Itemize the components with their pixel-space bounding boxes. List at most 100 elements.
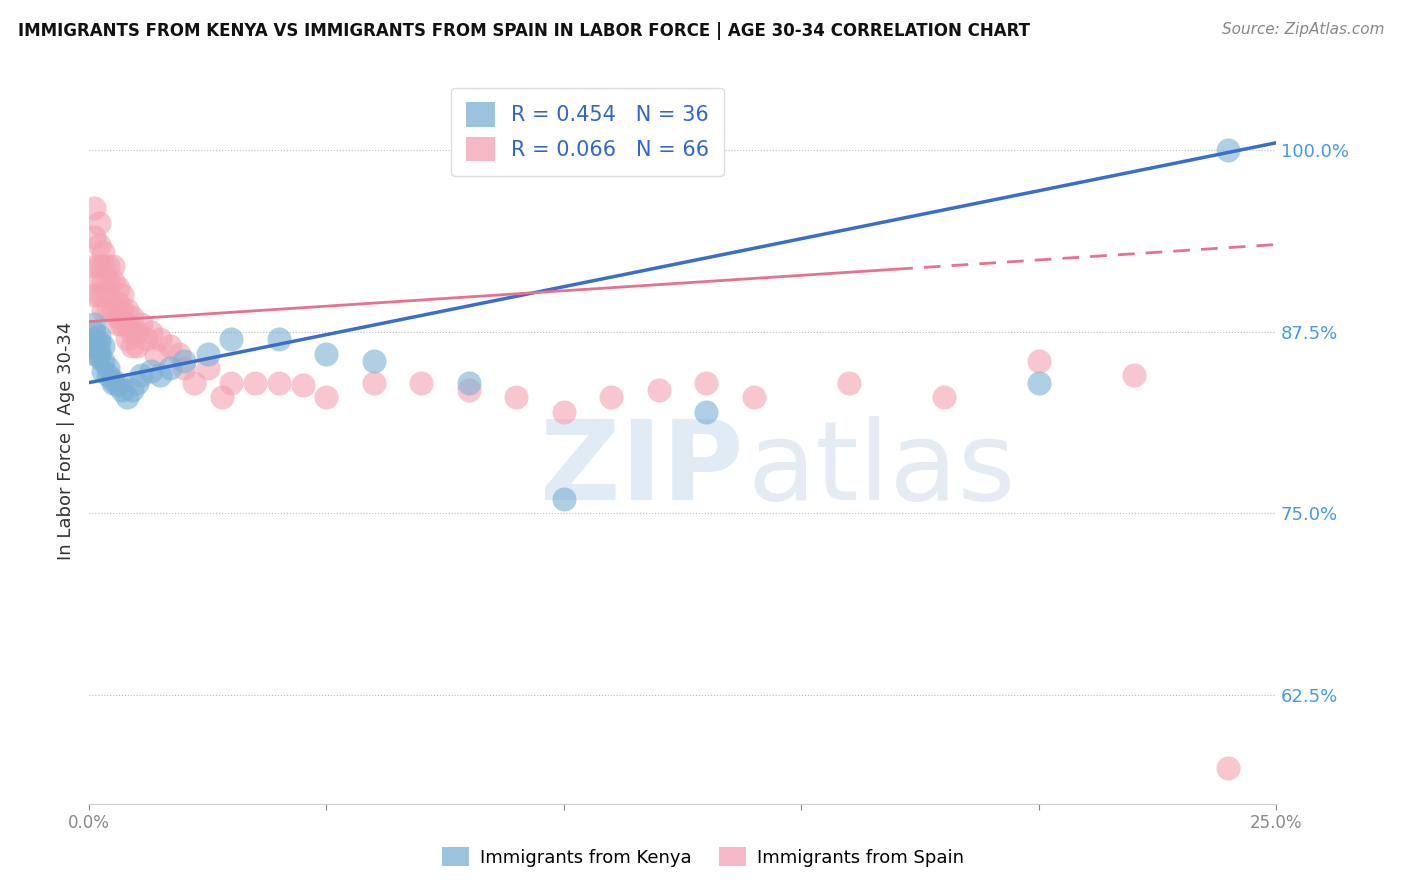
Point — [149, 368, 172, 383]
Point — [553, 491, 575, 506]
Point — [87, 288, 110, 302]
Point — [1028, 353, 1050, 368]
Point — [101, 260, 124, 274]
Point — [315, 390, 337, 404]
Point — [125, 325, 148, 339]
Point — [107, 378, 129, 392]
Point — [91, 339, 114, 353]
Point — [91, 274, 114, 288]
Point — [457, 383, 479, 397]
Point — [169, 346, 191, 360]
Text: atlas: atlas — [748, 417, 1017, 524]
Point — [83, 201, 105, 215]
Point — [83, 332, 105, 346]
Point — [107, 295, 129, 310]
Point — [695, 404, 717, 418]
Point — [83, 346, 105, 360]
Text: IMMIGRANTS FROM KENYA VS IMMIGRANTS FROM SPAIN IN LABOR FORCE | AGE 30-34 CORREL: IMMIGRANTS FROM KENYA VS IMMIGRANTS FROM… — [18, 22, 1031, 40]
Point — [115, 390, 138, 404]
Point — [363, 376, 385, 390]
Point — [91, 353, 114, 368]
Point — [291, 378, 314, 392]
Point — [121, 339, 143, 353]
Point — [135, 332, 157, 346]
Point — [600, 390, 623, 404]
Point — [111, 383, 134, 397]
Point — [149, 332, 172, 346]
Point — [1218, 761, 1240, 775]
Legend: R = 0.454   N = 36, R = 0.066   N = 66: R = 0.454 N = 36, R = 0.066 N = 66 — [451, 87, 724, 176]
Point — [129, 368, 152, 383]
Point — [838, 376, 860, 390]
Point — [363, 353, 385, 368]
Point — [107, 310, 129, 325]
Point — [91, 288, 114, 302]
Point — [83, 325, 105, 339]
Y-axis label: In Labor Force | Age 30-34: In Labor Force | Age 30-34 — [58, 321, 75, 560]
Point — [111, 318, 134, 332]
Point — [111, 288, 134, 302]
Point — [695, 376, 717, 390]
Point — [139, 325, 162, 339]
Point — [505, 390, 527, 404]
Legend: Immigrants from Kenya, Immigrants from Spain: Immigrants from Kenya, Immigrants from S… — [434, 840, 972, 874]
Point — [267, 332, 290, 346]
Point — [121, 310, 143, 325]
Point — [115, 332, 138, 346]
Point — [83, 318, 105, 332]
Point — [87, 216, 110, 230]
Point — [411, 376, 433, 390]
Point — [173, 353, 195, 368]
Point — [87, 343, 110, 358]
Point — [125, 376, 148, 390]
Point — [553, 404, 575, 418]
Point — [87, 274, 110, 288]
Point — [91, 260, 114, 274]
Point — [97, 361, 120, 376]
Point — [1122, 368, 1144, 383]
Point — [129, 318, 152, 332]
Point — [91, 244, 114, 259]
Point — [121, 383, 143, 397]
Point — [87, 237, 110, 252]
Point — [121, 325, 143, 339]
Text: Source: ZipAtlas.com: Source: ZipAtlas.com — [1222, 22, 1385, 37]
Point — [197, 361, 219, 376]
Text: ZIP: ZIP — [540, 417, 744, 524]
Point — [101, 302, 124, 317]
Point — [197, 346, 219, 360]
Point — [97, 368, 120, 383]
Point — [87, 260, 110, 274]
Point — [91, 364, 114, 378]
Point — [111, 302, 134, 317]
Point — [173, 361, 195, 376]
Point — [159, 361, 181, 376]
Point — [145, 346, 167, 360]
Point — [139, 364, 162, 378]
Point — [159, 339, 181, 353]
Point — [245, 376, 267, 390]
Point — [83, 288, 105, 302]
Point — [107, 318, 129, 332]
Point — [87, 350, 110, 364]
Point — [457, 376, 479, 390]
Point — [315, 346, 337, 360]
Point — [221, 332, 243, 346]
Point — [1028, 376, 1050, 390]
Point — [115, 318, 138, 332]
Point — [97, 288, 120, 302]
Point — [91, 302, 114, 317]
Point — [107, 281, 129, 295]
Point — [83, 260, 105, 274]
Point — [83, 339, 105, 353]
Point — [97, 302, 120, 317]
Point — [211, 390, 233, 404]
Point — [221, 376, 243, 390]
Point — [183, 376, 205, 390]
Point — [648, 383, 671, 397]
Point — [101, 376, 124, 390]
Point — [1218, 143, 1240, 157]
Point — [101, 373, 124, 387]
Point — [267, 376, 290, 390]
Point — [101, 274, 124, 288]
